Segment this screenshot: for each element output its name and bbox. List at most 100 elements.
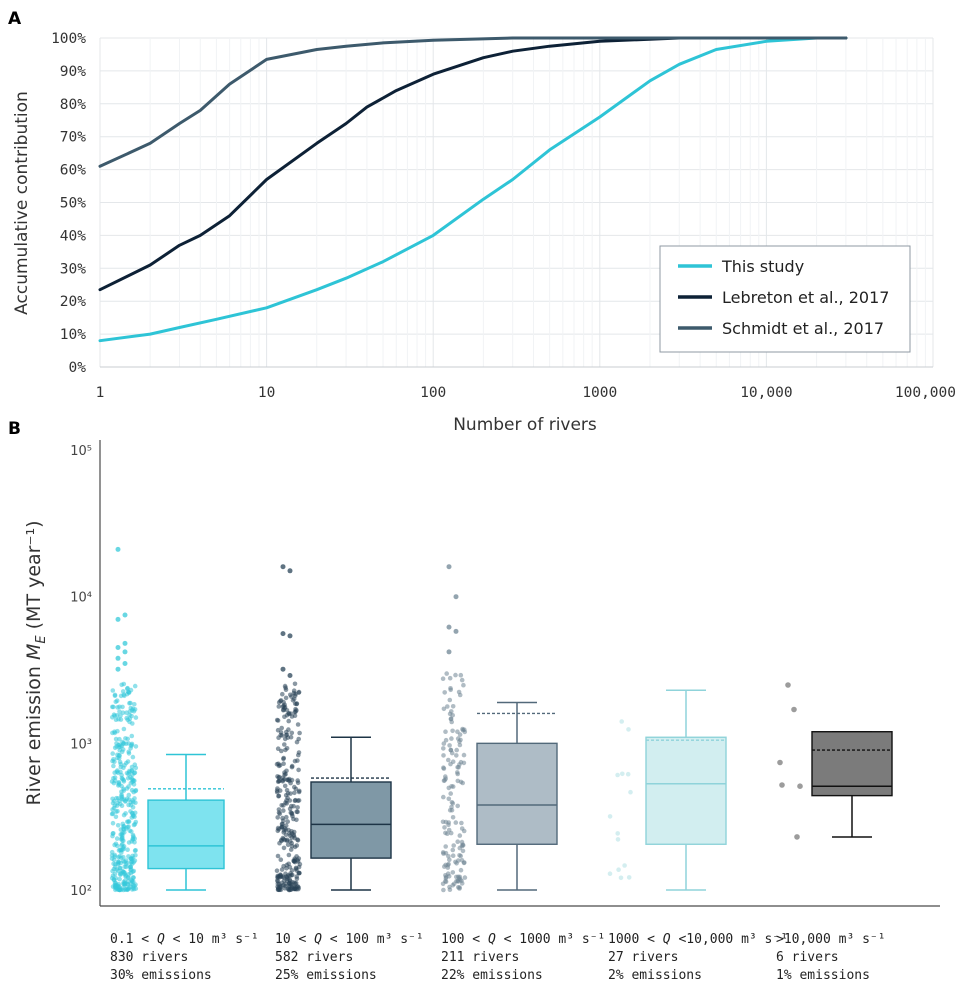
category-emissions: 2% emissions [608,968,702,983]
data-point [110,800,116,806]
data-point [448,747,454,753]
outlier-point [287,673,293,678]
data-point [279,880,285,886]
data-point [128,774,133,780]
data-point [118,871,123,876]
data-point [295,780,301,786]
category-emissions: 25% emissions [275,968,377,983]
y-tick-label: 20% [60,294,86,310]
data-point [124,760,129,766]
data-point [618,875,624,881]
category-label-var: Q [663,932,671,947]
data-point [129,741,135,747]
category-emissions: 1% emissions [776,968,870,983]
data-point [461,752,467,758]
data-point [113,736,119,742]
legend: This study Lebreton et al., 2017 Schmidt e… [659,245,911,353]
box-iqr [310,781,392,859]
data-point [127,719,132,725]
data-point [455,770,460,775]
y-tick-label: 10⁵ [70,444,92,459]
data-point [289,811,295,817]
data-point [296,767,301,773]
data-point [110,807,115,812]
data-point [125,847,130,852]
data-point [289,868,295,873]
data-point [459,881,465,886]
data-point [118,764,124,770]
data-point [291,688,297,693]
data-point [450,704,456,709]
data-point [288,881,294,887]
data-point [116,752,122,758]
data-point [295,837,300,842]
data-point [131,813,136,818]
panel-b-box-plot: 10⁵ 10⁴ 10³ 10² River emission ME (MT year⁻¹… [23,440,940,983]
data-point [123,858,129,863]
data-point [118,693,124,699]
data-point [275,828,281,834]
data-point [285,873,291,878]
data-point [122,870,127,876]
data-point [294,843,300,848]
outlier-point [791,706,797,713]
data-point [113,841,119,847]
panel-b-letter: B [8,419,21,439]
data-point [441,753,446,758]
category-label-pre: >10,000 m³ s⁻¹ [776,932,886,947]
data-point [279,733,285,738]
data-point [126,690,132,695]
data-point [281,755,287,761]
outlier-point [446,564,452,570]
data-point [129,733,135,739]
data-point [119,743,125,749]
data-point [453,820,459,825]
data-point [111,857,117,862]
data-point [460,780,466,786]
data-point [446,827,452,833]
data-point [129,708,135,713]
data-point [110,796,115,802]
data-point [276,793,281,799]
data-point [277,774,282,780]
data-point [117,887,122,893]
data-point [294,701,299,707]
category-rivers: 830 rivers [110,950,188,965]
data-point [123,864,129,870]
category-label-post: <10,000 m³ s⁻¹ [671,932,788,947]
data-point [443,737,449,743]
data-point [114,741,119,746]
data-point [120,704,125,710]
category-label-post: < 10 m³ s⁻¹ [165,932,259,947]
data-point [446,757,451,763]
data-point [455,729,460,734]
category-label-pre: 100 < [441,932,488,947]
data-point [448,716,454,721]
panel-a-line-chart: 0% 10% 20% 30% 40% 50% 60% 70% 80% 90% 100% 1 10 100 1… [12,31,956,435]
data-point [286,711,292,716]
data-point [122,882,127,887]
data-point [119,847,125,853]
data-point [275,727,281,733]
legend-label: Lebreton et al., 2017 [722,288,889,307]
data-point [284,732,290,738]
data-point [281,761,286,766]
data-point [449,804,454,810]
box-group-0: 0.1 < Q < 10 m³ s⁻¹ 830 rivers 30% emissio… [109,546,259,983]
data-point [289,764,295,770]
data-point [274,868,280,873]
data-point [295,805,300,810]
y-tick-label: 10² [70,884,92,899]
data-point [443,729,448,734]
data-point [448,687,454,693]
data-point [290,698,296,703]
data-point [296,789,302,795]
data-point [126,819,131,824]
data-point [615,772,620,778]
data-point [111,861,116,866]
data-point [120,821,126,827]
y-tick-label: 10³ [70,737,92,752]
data-point [459,677,465,683]
data-point [441,766,447,771]
data-point [118,717,124,722]
